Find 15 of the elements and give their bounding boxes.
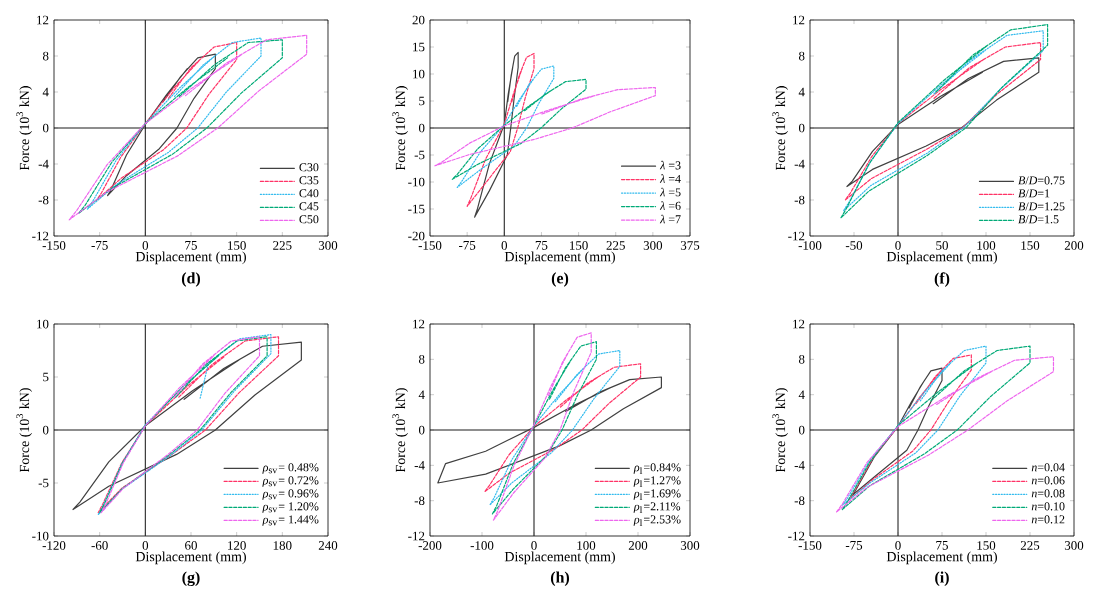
line-series bbox=[850, 367, 943, 497]
line-series bbox=[106, 53, 216, 197]
line-series bbox=[434, 86, 656, 167]
line-series bbox=[451, 78, 587, 180]
line-series bbox=[841, 345, 1031, 511]
line-series bbox=[86, 37, 262, 210]
line-series bbox=[456, 65, 555, 189]
line-series bbox=[473, 51, 519, 218]
line-series bbox=[847, 354, 972, 502]
line-series bbox=[96, 41, 238, 201]
line-series bbox=[77, 39, 283, 215]
line-series bbox=[489, 349, 621, 506]
line-series bbox=[484, 363, 642, 493]
line-series bbox=[466, 52, 535, 207]
line-series bbox=[841, 345, 987, 506]
